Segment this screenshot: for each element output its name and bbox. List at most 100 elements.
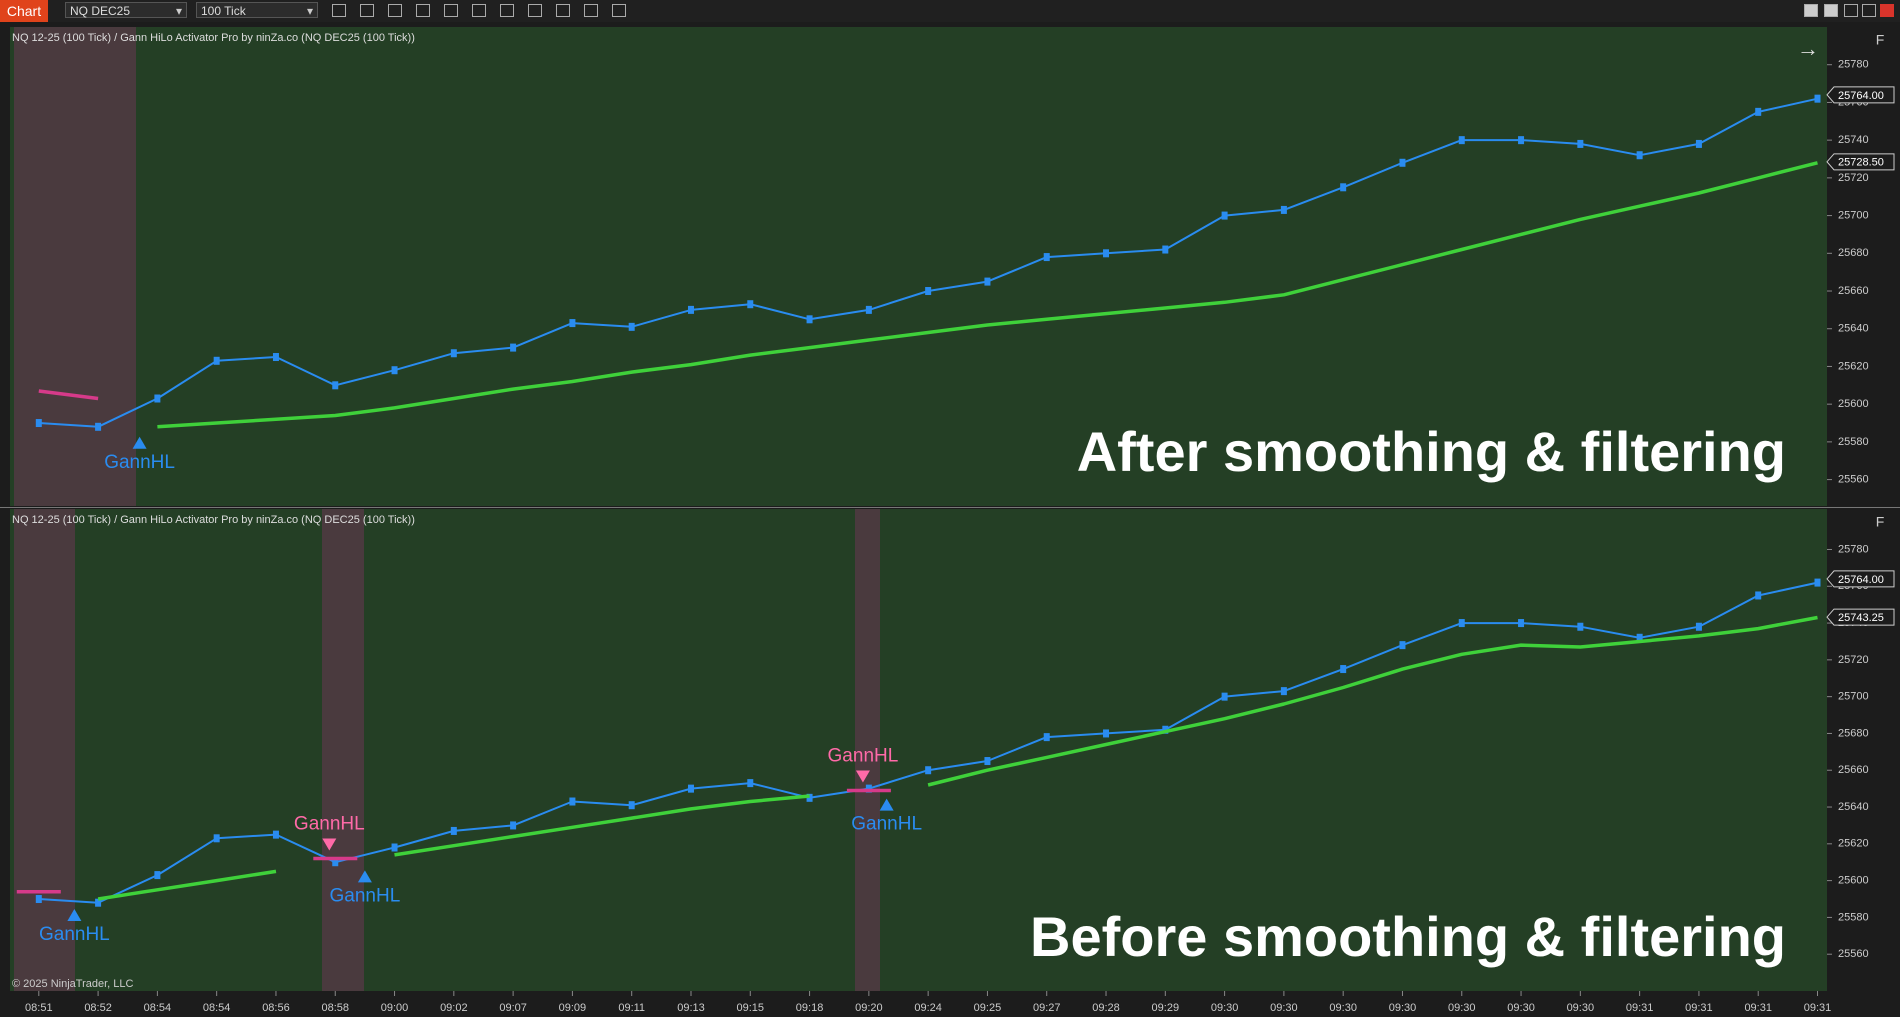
x-tick-label: 08:54 — [144, 1002, 172, 1014]
signal-arrow — [132, 436, 147, 449]
price-bar — [1162, 725, 1169, 734]
price-bar — [1043, 253, 1050, 262]
price-marker — [1826, 570, 1895, 588]
price-bar — [865, 784, 872, 793]
arrow-icon[interactable]: → — [1797, 36, 1819, 61]
price-bar — [687, 784, 694, 793]
tool-icon[interactable] — [332, 4, 346, 17]
y-tick-label: 25640 — [1838, 801, 1869, 813]
y-tick-label: 25660 — [1838, 764, 1869, 776]
signal-arrow — [67, 909, 82, 922]
x-tick-label: 09:02 — [440, 1002, 468, 1014]
x-tick-label: 09:07 — [499, 1002, 527, 1014]
close-button[interactable] — [1880, 4, 1894, 17]
y-tick-label: 25700 — [1838, 691, 1869, 703]
price-bar — [35, 419, 42, 428]
corner-label: F — [1876, 32, 1885, 48]
price-bar — [1695, 139, 1702, 148]
y-tick-label: 25740 — [1838, 134, 1869, 146]
chart-button[interactable]: Chart — [0, 0, 48, 22]
window-button[interactable] — [1804, 4, 1818, 17]
price-bar — [332, 858, 339, 867]
tool-icon[interactable] — [500, 4, 514, 17]
x-tick-label: 09:30 — [1507, 1002, 1535, 1014]
tool-icon[interactable] — [472, 4, 486, 17]
price-bar — [806, 793, 813, 802]
tool-icon[interactable] — [556, 4, 570, 17]
price-bar — [1221, 692, 1228, 701]
price-bar — [1162, 245, 1169, 254]
price-bar — [1636, 633, 1643, 642]
tool-icon[interactable] — [416, 4, 430, 17]
x-tick-label: 09:11 — [618, 1002, 645, 1014]
price-marker-label: 25764.00 — [1838, 90, 1884, 102]
window-button[interactable] — [1824, 4, 1838, 17]
annotation: GannHL — [104, 452, 175, 473]
price-bar — [95, 898, 102, 907]
x-tick-label: 09:25 — [974, 1002, 1002, 1014]
gann-hilo-line — [157, 161, 1818, 429]
x-tick-label: 08:52 — [84, 1002, 112, 1014]
price-bar — [272, 830, 279, 839]
x-tick-label: 09:15 — [737, 1002, 765, 1014]
tool-icon[interactable] — [584, 4, 598, 17]
price-bar — [450, 826, 457, 835]
y-tick-label: 25580 — [1838, 436, 1869, 448]
x-tick-label: 08:56 — [262, 1002, 290, 1014]
price-bar — [1755, 591, 1762, 600]
caption: Before smoothing & filtering — [1030, 905, 1786, 968]
price-bar — [687, 305, 694, 314]
x-tick-label: 09:28 — [1092, 1002, 1120, 1014]
price-bar — [510, 821, 517, 830]
price-bar — [1636, 151, 1643, 160]
panel-title: NQ 12-25 (100 Tick) / Gann HiLo Activato… — [12, 32, 415, 44]
x-tick-label: 09:30 — [1270, 1002, 1298, 1014]
signal-arrow — [322, 838, 337, 851]
x-tick-label: 09:30 — [1448, 1002, 1476, 1014]
interval-select[interactable]: 100 Tick — [196, 2, 318, 19]
copyright: © 2025 NinjaTrader, LLC — [12, 978, 133, 990]
price-bar — [1695, 622, 1702, 631]
x-tick-label: 08:54 — [203, 1002, 231, 1014]
price-bar — [569, 797, 576, 806]
price-bar — [569, 319, 576, 328]
tool-icon[interactable] — [612, 4, 626, 17]
price-bar — [1280, 205, 1287, 214]
instrument-select[interactable]: NQ DEC25 — [65, 2, 187, 19]
price-marker-label: 25728.50 — [1838, 157, 1884, 169]
gann-hilo-line — [97, 869, 277, 901]
x-tick-label: 09:31 — [1744, 1002, 1772, 1014]
price-bar — [925, 287, 932, 296]
bearish-zone — [14, 27, 136, 506]
price-bar — [1577, 139, 1584, 148]
price-bar — [747, 779, 754, 788]
y-tick-label: 25560 — [1838, 948, 1869, 960]
maximize-button[interactable] — [1862, 4, 1876, 17]
toolbar: Chart NQ DEC25 100 Tick — [0, 0, 1900, 23]
tool-icon[interactable] — [444, 4, 458, 17]
y-tick-label: 25700 — [1838, 209, 1869, 221]
price-bar — [213, 356, 220, 365]
minimize-button[interactable] — [1844, 4, 1858, 17]
price-bar — [391, 843, 398, 852]
signal-arrow — [879, 798, 894, 811]
y-tick-label: 25600 — [1838, 398, 1869, 410]
tool-icon[interactable] — [388, 4, 402, 17]
price-marker — [1826, 86, 1895, 104]
price-bar — [1814, 94, 1821, 103]
price-marker-label: 25743.25 — [1838, 612, 1884, 624]
tool-icon[interactable] — [528, 4, 542, 17]
price-bar — [984, 757, 991, 766]
gann-hilo-line — [394, 794, 810, 857]
x-tick-label: 09:31 — [1626, 1002, 1654, 1014]
panel-title: NQ 12-25 (100 Tick) / Gann HiLo Activato… — [12, 514, 415, 526]
price-bar — [628, 322, 635, 331]
price-bar — [391, 366, 398, 375]
price-bar — [95, 422, 102, 431]
y-tick-label: 25680 — [1838, 727, 1869, 739]
chart-area: → © 2025 NinjaTrader, LLC NQ 12-25 (100 … — [0, 22, 1900, 1017]
gann-hilo-line — [38, 389, 99, 401]
price-bar — [510, 343, 517, 352]
tool-icon[interactable] — [360, 4, 374, 17]
bearish-zone — [14, 509, 75, 991]
